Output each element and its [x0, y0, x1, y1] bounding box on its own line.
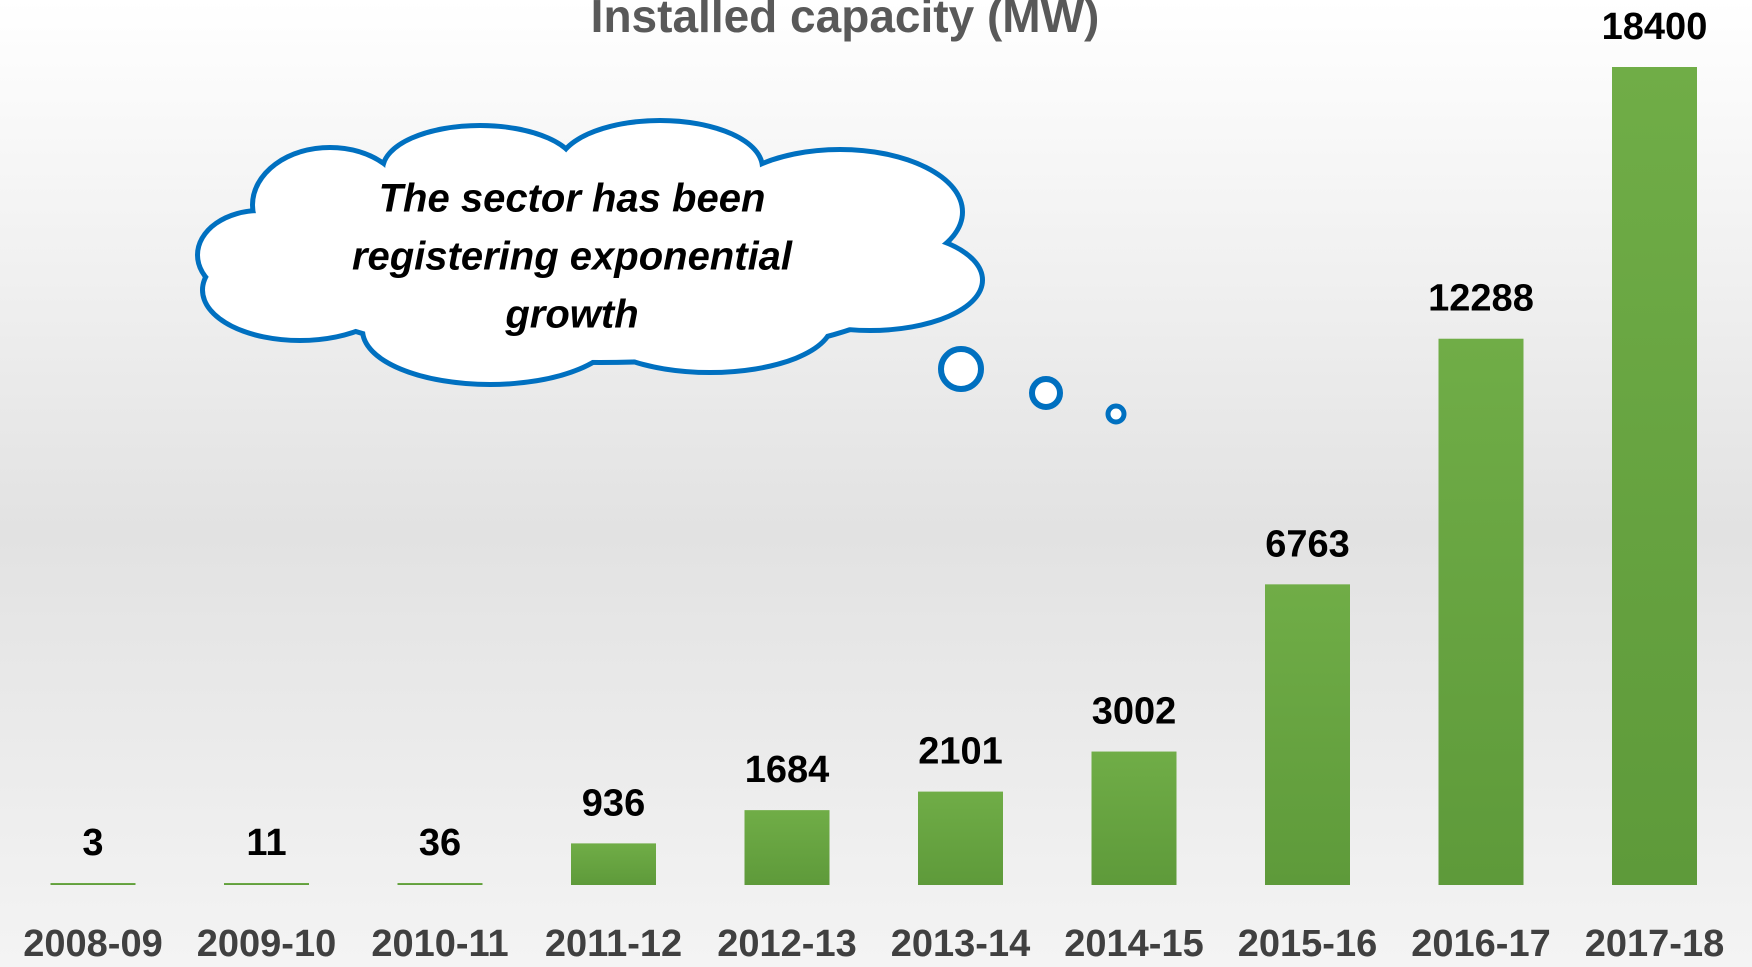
x-tick-label: 2017-18 [1585, 923, 1724, 965]
bar [1439, 339, 1524, 885]
bar [571, 843, 656, 885]
cloud-fill [760, 232, 980, 328]
bar [398, 883, 483, 885]
annotation: The sector has been [379, 177, 766, 221]
value-label: 2101 [918, 731, 1003, 773]
value-label: 6763 [1265, 523, 1350, 565]
value-label: 36 [419, 822, 461, 864]
chart: Installed capacity (MW) The sector has b… [0, 0, 1752, 967]
value-label: 11 [246, 822, 286, 864]
x-tick-label: 2008-09 [23, 923, 162, 965]
value-label: 3002 [1092, 691, 1177, 733]
thought-bubble [941, 349, 981, 389]
x-tick-label: 2012-13 [717, 923, 856, 965]
x-tick-label: 2010-11 [371, 923, 508, 965]
value-label: 18400 [1602, 6, 1708, 48]
bar [51, 883, 136, 885]
annotation: registering exponential [352, 235, 793, 279]
value-label: 3 [82, 822, 103, 864]
bar [1265, 584, 1350, 885]
x-tick-label: 2011-12 [545, 923, 682, 965]
x-tick-label: 2015-16 [1238, 923, 1377, 965]
bar [1612, 67, 1697, 885]
x-tick-label: 2016-17 [1411, 923, 1550, 965]
bar [1092, 752, 1177, 885]
thought-bubble [1032, 379, 1060, 407]
chart-title: Installed capacity (MW) [591, 0, 1100, 42]
bar [918, 792, 1003, 885]
value-label: 12288 [1428, 278, 1534, 320]
x-tick-label: 2009-10 [197, 923, 336, 965]
value-label: 936 [582, 782, 645, 824]
x-tick-label: 2014-15 [1064, 923, 1203, 965]
bar [224, 883, 309, 885]
thought-bubble [1108, 406, 1124, 422]
bar [745, 810, 830, 885]
annotation: growth [504, 293, 638, 337]
page: Installed capacity (MW) The sector has b… [0, 0, 1752, 967]
cloud-fill [200, 213, 320, 297]
value-label: 1684 [745, 749, 830, 791]
x-tick-label: 2013-14 [891, 923, 1030, 965]
